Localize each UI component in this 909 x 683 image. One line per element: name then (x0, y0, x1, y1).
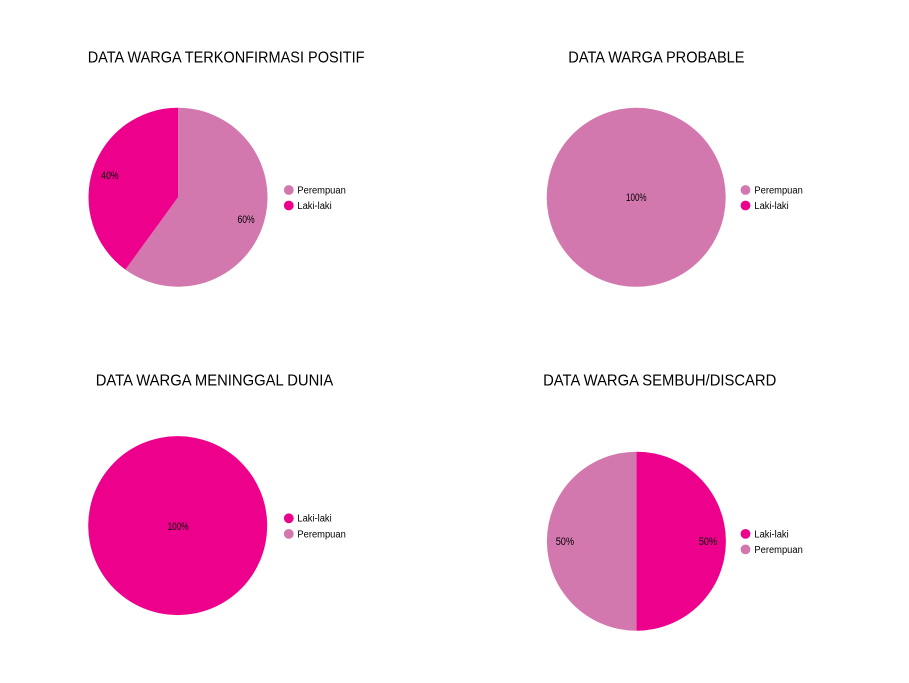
svg-text:DATA WARGA SEMBUH/DISCARD: DATA WARGA SEMBUH/DISCARD (543, 373, 776, 390)
svg-text:Laki-laki: Laki-laki (297, 514, 331, 525)
svg-text:Laki-laki: Laki-laki (754, 529, 788, 540)
svg-text:50%: 50% (556, 536, 575, 548)
svg-text:40%: 40% (101, 170, 118, 182)
svg-text:DATA WARGA TERKONFIRMASI POSIT: DATA WARGA TERKONFIRMASI POSITIF (88, 50, 365, 67)
svg-text:DATA WARGA PROBABLE: DATA WARGA PROBABLE (568, 50, 744, 67)
svg-text:50%: 50% (699, 536, 718, 548)
svg-text:100%: 100% (168, 521, 189, 533)
svg-text:Laki-laki: Laki-laki (297, 201, 331, 212)
svg-text:Perempuan: Perempuan (754, 185, 802, 196)
svg-text:100%: 100% (626, 192, 647, 204)
svg-text:Laki-laki: Laki-laki (754, 201, 788, 212)
svg-text:DATA WARGA MENINGGAL DUNIA: DATA WARGA MENINGGAL DUNIA (96, 373, 334, 390)
svg-text:Perempuan: Perempuan (754, 545, 802, 556)
svg-text:60%: 60% (238, 214, 255, 226)
svg-text:Perempuan: Perempuan (297, 185, 345, 196)
svg-text:Perempuan: Perempuan (297, 529, 345, 540)
